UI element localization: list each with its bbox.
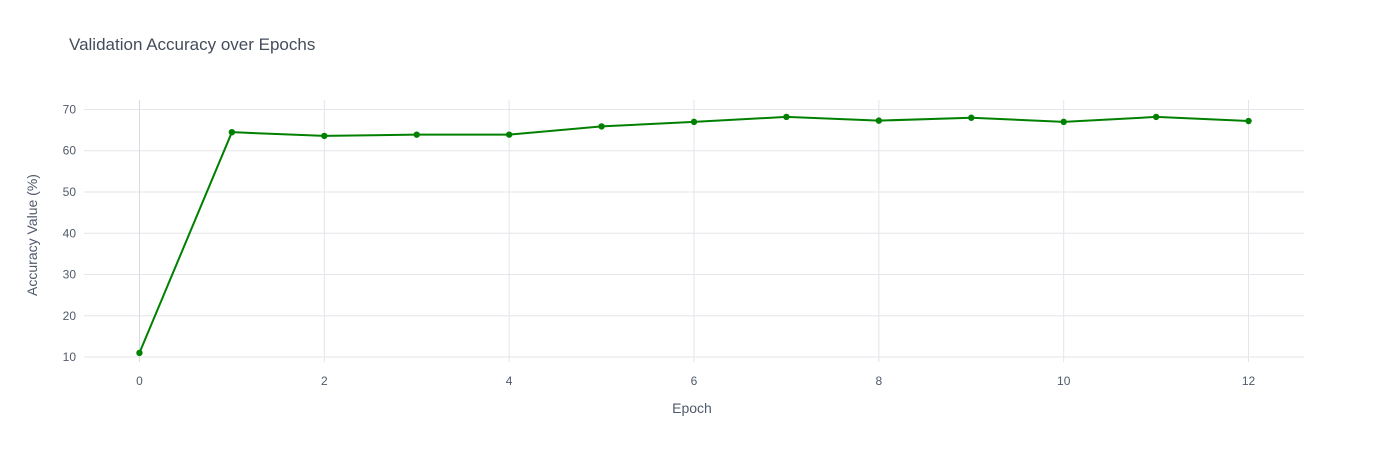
- y-tick-label: 70: [63, 102, 77, 116]
- data-point: [136, 349, 143, 357]
- x-tick-label: 8: [876, 374, 883, 388]
- y-tick-label: 40: [63, 226, 77, 240]
- y-tick-label: 50: [63, 185, 77, 199]
- x-tick-label: 4: [506, 374, 513, 388]
- x-axis-title: Epoch: [672, 400, 712, 416]
- data-point: [1060, 118, 1067, 126]
- data-point: [968, 114, 975, 121]
- data-point: [690, 118, 698, 126]
- data-point: [1152, 113, 1160, 121]
- x-tick-label: 6: [691, 374, 698, 388]
- y-tick-label: 10: [63, 350, 77, 364]
- y-tick-label: 60: [63, 144, 77, 158]
- data-point: [783, 113, 790, 121]
- grid-layer: [84, 100, 1304, 362]
- data-point: [228, 128, 236, 136]
- chart-title: Validation Accuracy over Epochs: [69, 35, 315, 54]
- y-tick-label: 30: [63, 268, 77, 282]
- data-point: [321, 132, 328, 140]
- tick-labels: 10 20 30 40 50 60 70 0 2 4 6 8 10 12: [63, 102, 1256, 388]
- x-tick-label: 2: [321, 374, 328, 388]
- series-layer: [136, 113, 1252, 357]
- data-point: [1245, 117, 1252, 125]
- x-tick-label: 12: [1242, 374, 1256, 388]
- data-point: [875, 117, 883, 124]
- data-point: [413, 131, 420, 138]
- x-tick-label: 0: [136, 374, 143, 388]
- y-axis-title: Accuracy Value (%): [24, 174, 40, 296]
- data-point: [505, 131, 513, 138]
- x-tick-label: 10: [1057, 374, 1071, 388]
- y-tick-label: 20: [63, 309, 77, 323]
- data-point: [598, 123, 605, 130]
